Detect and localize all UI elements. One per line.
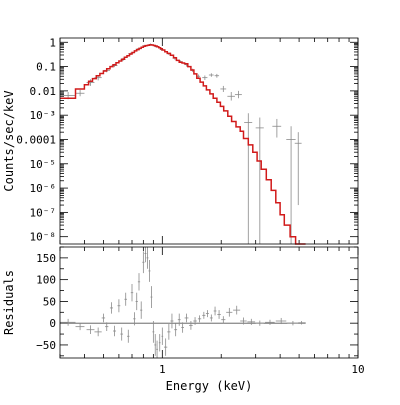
residual-point — [161, 327, 164, 345]
spectrum-ticks — [59, 38, 359, 244]
residual-point — [221, 316, 226, 324]
residual-point — [174, 323, 178, 337]
y-tick-label: 10⁻³ — [30, 109, 57, 122]
residual-point — [193, 317, 197, 325]
spectrum-y-tick-labels: 1 0.1 0.01 10⁻³ 0.0001 10⁻⁵ 10⁻⁶ 10⁻⁷ 10⁻⁸ — [16, 36, 56, 243]
data-point — [286, 126, 296, 244]
residual-point — [148, 260, 151, 282]
residual-point — [247, 318, 256, 325]
residual-point — [158, 334, 161, 352]
residuals-ticks — [59, 246, 359, 358]
residual-y-tick-label: 50 — [43, 295, 56, 308]
residual-point — [226, 307, 233, 317]
data-point — [244, 113, 253, 244]
data-point — [255, 117, 264, 244]
spectrum-panel: 1 0.1 0.01 10⁻³ 0.0001 10⁻⁵ 10⁻⁶ 10⁻⁷ 10⁻⁸ Count… — [2, 36, 359, 245]
residual-point — [146, 247, 149, 269]
residual-point — [233, 305, 241, 315]
residuals-frame — [59, 246, 359, 359]
spectrum-y-axis-title: Counts/sec/keV — [2, 90, 16, 191]
residual-point — [127, 329, 130, 343]
data-point — [227, 91, 235, 101]
residual-point — [213, 306, 217, 316]
residual-y-tick-label: 150 — [36, 252, 56, 265]
data-point — [202, 75, 208, 81]
residual-point — [167, 324, 171, 340]
residual-point — [113, 325, 117, 337]
residual-y-tick-label: −50 — [36, 339, 56, 352]
data-point — [234, 90, 242, 99]
residual-point — [120, 327, 124, 341]
residual-point — [205, 310, 209, 318]
residual-point — [265, 319, 275, 325]
residual-point — [135, 292, 138, 311]
residual-point — [150, 286, 153, 308]
model-curve — [60, 44, 306, 245]
x-tick-label: 10 — [351, 363, 364, 376]
residual-point — [140, 301, 143, 319]
residual-y-tick-label: 0 — [49, 317, 56, 330]
residual-point — [144, 247, 147, 263]
residual-point — [109, 302, 114, 314]
residual-point — [94, 327, 102, 337]
y-tick-label: 10⁻⁸ — [30, 231, 57, 244]
residuals-y-axis-title: Residuals — [2, 270, 16, 335]
y-tick-label: 0.1 — [36, 61, 56, 74]
residual-point — [124, 292, 128, 306]
data-point — [75, 89, 85, 97]
residual-point — [117, 299, 121, 313]
data-point — [272, 118, 282, 138]
residual-point — [133, 312, 136, 326]
residual-point — [184, 313, 189, 323]
residual-point — [177, 313, 181, 326]
spectrum-frame — [59, 37, 359, 245]
spectrum-data-points — [60, 43, 302, 244]
residual-point — [101, 313, 106, 323]
residual-point — [152, 321, 155, 343]
residual-point — [137, 273, 141, 291]
y-tick-label: 0.01 — [30, 85, 57, 98]
data-point — [208, 73, 214, 77]
residual-point — [217, 310, 221, 319]
residual-point — [105, 322, 109, 332]
residual-point — [75, 323, 85, 331]
residual-point — [164, 338, 168, 356]
residual-point — [189, 321, 193, 330]
residual-point — [181, 322, 184, 333]
y-tick-label: 10⁻⁷ — [30, 206, 57, 219]
x-tick-label: 1 — [159, 363, 166, 376]
residuals-data-points — [60, 247, 306, 358]
data-point — [214, 73, 220, 78]
residual-point — [298, 321, 306, 325]
residual-point — [255, 320, 264, 326]
data-point — [294, 132, 302, 206]
residual-point — [86, 325, 95, 335]
residual-point — [142, 251, 145, 274]
x-axis-title: Energy (keV) — [166, 379, 253, 393]
residual-point — [209, 314, 213, 322]
residual-point — [202, 311, 206, 319]
residual-point — [156, 340, 158, 358]
residual-point — [170, 313, 174, 329]
residual-point — [197, 315, 202, 323]
residual-point — [130, 284, 134, 302]
residuals-y-tick-labels: 150 100 50 0 −50 — [36, 252, 56, 352]
residual-y-tick-label: 100 — [36, 274, 56, 287]
x-tick-labels: 1 10 — [159, 363, 365, 376]
data-point — [220, 85, 227, 92]
residual-point — [60, 318, 76, 326]
y-tick-label: 10⁻⁵ — [30, 158, 57, 171]
residual-point — [240, 317, 247, 325]
y-tick-label: 0.0001 — [16, 133, 56, 146]
residual-point — [275, 317, 287, 325]
residuals-panel: 150 100 50 0 −50 1 10 Residuals Energy (keV) — [2, 246, 365, 393]
y-tick-label: 1 — [49, 36, 56, 49]
residual-point — [154, 334, 157, 356]
residual-point — [287, 321, 299, 326]
y-tick-label: 10⁻⁶ — [30, 182, 57, 195]
